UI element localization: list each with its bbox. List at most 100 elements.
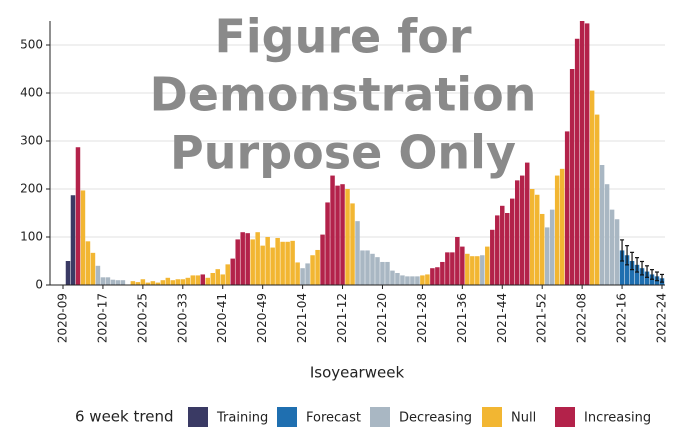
legend-swatch	[555, 407, 575, 427]
bar	[634, 264, 640, 285]
bar	[285, 241, 290, 285]
error-bar	[625, 245, 630, 266]
y-tick-label: 0	[35, 278, 43, 292]
bar	[594, 114, 600, 285]
bar	[614, 219, 620, 285]
bar	[579, 21, 585, 285]
bar	[160, 280, 166, 285]
x-tick-label: 2021-20	[375, 293, 389, 343]
bar	[390, 270, 395, 285]
bar	[465, 253, 470, 285]
bar	[340, 184, 345, 285]
bar	[505, 213, 510, 285]
bar	[609, 209, 615, 285]
bar	[440, 261, 445, 285]
bar	[629, 261, 635, 285]
bar	[185, 277, 191, 285]
x-tick-label: 2021-44	[495, 293, 509, 343]
bar	[85, 241, 91, 285]
legend-swatch	[188, 407, 208, 427]
x-axis-label: Isoyearweek	[310, 364, 405, 382]
bar	[250, 239, 255, 285]
bar	[365, 250, 370, 285]
watermark: Purpose Only	[170, 126, 516, 180]
x-tick-label: 2020-09	[56, 293, 70, 343]
bar	[599, 165, 605, 285]
bar	[235, 239, 240, 285]
bar	[80, 190, 86, 285]
bar	[290, 240, 295, 285]
bar	[410, 276, 415, 285]
bar	[305, 263, 310, 285]
bar	[310, 255, 315, 285]
legend-label: Forecast	[306, 411, 361, 426]
x-tick-label: 2022-08	[575, 293, 589, 343]
bar	[470, 256, 475, 285]
y-tick-label: 200	[20, 182, 43, 196]
bar	[395, 273, 400, 285]
error-bar	[650, 269, 655, 280]
x-tick-label: 2022-16	[615, 293, 629, 343]
bar	[420, 275, 425, 285]
bar	[450, 252, 455, 285]
bar	[230, 258, 235, 285]
bar	[115, 280, 121, 285]
bar	[225, 264, 230, 285]
bar	[435, 267, 440, 285]
watermark: Figure for	[214, 10, 471, 64]
bar	[145, 282, 151, 285]
bar	[415, 276, 420, 285]
bar	[205, 277, 211, 285]
bar	[320, 234, 325, 285]
bar	[529, 189, 535, 285]
bar	[559, 168, 565, 285]
bar	[245, 233, 250, 285]
bar	[375, 257, 380, 285]
bar	[370, 253, 375, 285]
bar	[220, 274, 225, 285]
bar	[455, 237, 460, 285]
bar	[100, 277, 106, 285]
bar	[65, 261, 71, 285]
bar	[475, 256, 480, 285]
bar	[120, 280, 126, 285]
bar	[200, 274, 206, 285]
bar	[105, 277, 111, 285]
legend-label: Decreasing	[399, 411, 472, 426]
legend-swatch	[370, 407, 390, 427]
bar	[155, 282, 161, 285]
bar	[315, 249, 320, 285]
bar	[355, 221, 360, 285]
bar	[165, 277, 171, 285]
bar	[335, 185, 340, 285]
bar	[255, 232, 260, 285]
x-tick-label: 2022-24	[655, 293, 669, 343]
bar	[430, 268, 435, 285]
bar	[385, 261, 390, 285]
bar	[584, 23, 590, 286]
x-tick-label: 2021-12	[335, 293, 349, 343]
bar	[380, 261, 385, 285]
bar	[95, 265, 101, 285]
bar	[425, 274, 430, 285]
bar	[519, 175, 525, 285]
bar	[345, 189, 350, 285]
x-tick-label: 2021-04	[295, 293, 309, 343]
bar	[514, 180, 520, 285]
x-tick-label: 2020-33	[175, 293, 189, 343]
x-tick-label: 2021-36	[455, 293, 469, 343]
bar	[330, 175, 335, 285]
bar	[325, 202, 330, 285]
bar	[445, 252, 450, 285]
bar	[624, 255, 630, 285]
error-bar	[640, 260, 645, 276]
legend-label: Null	[511, 411, 536, 426]
x-tick-label: 2020-49	[255, 293, 269, 343]
bar	[170, 280, 176, 285]
bar	[405, 276, 410, 285]
bar	[539, 213, 545, 285]
bar	[275, 237, 280, 285]
bar	[639, 268, 645, 285]
bar	[150, 281, 156, 285]
bar	[190, 275, 196, 285]
